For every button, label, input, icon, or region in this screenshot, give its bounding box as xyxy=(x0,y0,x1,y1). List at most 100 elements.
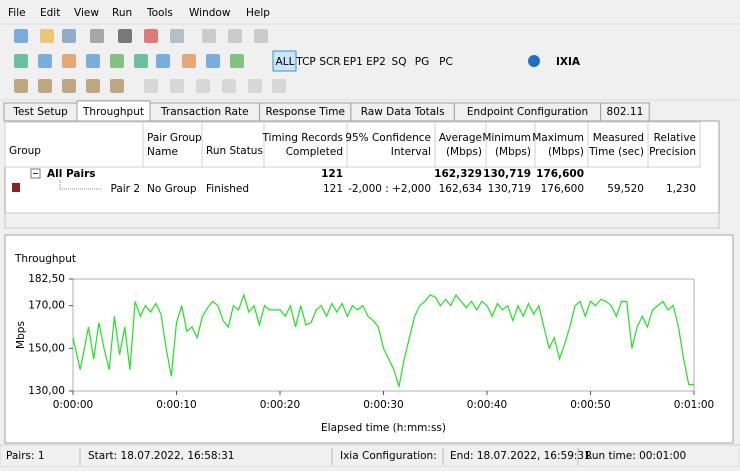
toolbar-button[interactable] xyxy=(38,79,52,93)
toolbar-button[interactable] xyxy=(134,54,148,68)
toolbar-button[interactable] xyxy=(110,79,124,93)
x-tick-label: 0:00:40 xyxy=(467,399,507,411)
pair-icon xyxy=(12,183,20,192)
toolbar-button[interactable] xyxy=(170,29,184,43)
toolbar-button[interactable] xyxy=(62,54,76,68)
column-header-label: (Mbps) xyxy=(548,146,584,158)
column-header[interactable] xyxy=(142,121,203,168)
toolbar-button[interactable] xyxy=(62,79,76,93)
toolbar-button[interactable] xyxy=(86,79,100,93)
column-header-label: Average xyxy=(439,132,482,144)
x-tick-label: 0:00:30 xyxy=(363,399,403,411)
menu-item[interactable]: View xyxy=(74,7,99,19)
table-cell: 130,719 xyxy=(483,168,531,180)
column-header[interactable] xyxy=(587,121,649,168)
toolbar-button[interactable] xyxy=(202,29,216,43)
toolbar-button[interactable] xyxy=(90,29,104,43)
toolbar-button[interactable] xyxy=(118,29,132,43)
toolbar-button[interactable] xyxy=(230,54,244,68)
column-header[interactable] xyxy=(346,121,436,168)
table-cell: Pair 2 xyxy=(110,183,140,195)
tab[interactable] xyxy=(600,102,650,122)
filter-button[interactable]: EP2 xyxy=(366,56,386,68)
status-text: Start: 18.07.2022, 16:58:31 xyxy=(88,450,234,462)
filter-button[interactable]: TCP xyxy=(295,56,315,68)
table-cell: All Pairs xyxy=(47,168,96,180)
toolbar-button[interactable] xyxy=(14,79,28,93)
toolbar-button[interactable] xyxy=(222,79,236,93)
status-text: End: 18.07.2022, 16:59:31 xyxy=(450,450,591,462)
tab-label[interactable]: 802.11 xyxy=(607,106,644,118)
tab-label[interactable]: Response Time xyxy=(266,106,345,118)
plot-area xyxy=(72,278,695,392)
toolbar-button[interactable] xyxy=(110,54,124,68)
column-header[interactable] xyxy=(485,121,536,168)
toolbar-button[interactable] xyxy=(272,79,286,93)
filter-button[interactable]: ALL xyxy=(276,56,295,68)
tab-label[interactable]: Raw Data Totals xyxy=(361,106,445,118)
table-cell: 176,600 xyxy=(541,183,584,195)
toolbar-button[interactable] xyxy=(206,54,220,68)
toolbar-button[interactable] xyxy=(144,29,158,43)
column-header-label: (Mbps) xyxy=(495,146,531,158)
toolbar-button[interactable] xyxy=(170,79,184,93)
menu-item[interactable]: Tools xyxy=(146,7,173,19)
filter-button[interactable]: EP1 xyxy=(343,56,363,68)
horizontal-scrollbar[interactable] xyxy=(4,212,720,229)
menu-item[interactable]: Run xyxy=(112,7,132,19)
filter-button[interactable]: SCR xyxy=(319,56,340,68)
toolbar-button[interactable] xyxy=(86,54,100,68)
column-header[interactable] xyxy=(647,121,701,168)
toolbar-button[interactable] xyxy=(248,79,262,93)
filter-button[interactable]: PG xyxy=(415,56,429,68)
toolbar-button[interactable] xyxy=(38,54,52,68)
toolbar-button[interactable] xyxy=(144,79,158,93)
column-header[interactable] xyxy=(434,121,487,168)
y-tick-label: 130,00 xyxy=(28,385,65,397)
toolbar-button[interactable] xyxy=(14,29,28,43)
table-cell: Finished xyxy=(206,183,249,195)
throughput-line xyxy=(72,293,694,387)
toolbar-button[interactable] xyxy=(14,54,28,68)
column-header[interactable] xyxy=(201,121,265,168)
column-header[interactable] xyxy=(534,121,589,168)
column-header-label: Minimum xyxy=(482,132,531,144)
toolbar-button[interactable] xyxy=(254,29,268,43)
x-tick-label: 0:00:50 xyxy=(570,399,610,411)
menu-item[interactable]: File xyxy=(8,7,26,19)
filter-button[interactable]: SQ xyxy=(392,56,407,68)
menu-item[interactable]: Edit xyxy=(40,7,60,19)
toolbar-button[interactable] xyxy=(62,29,76,43)
menu-item[interactable]: Window xyxy=(189,7,231,19)
toolbar-button[interactable] xyxy=(182,54,196,68)
column-header-label: Measured xyxy=(593,132,644,144)
tab-label[interactable]: Transaction Rate xyxy=(160,106,248,118)
table-cell: 59,520 xyxy=(607,183,644,195)
x-tick-label: 0:00:20 xyxy=(260,399,300,411)
chart-title: Throughput xyxy=(14,253,76,265)
table-cell: -2,000 : +2,000 xyxy=(348,183,431,195)
menu-item[interactable]: Help xyxy=(246,7,270,19)
toolbar-button[interactable] xyxy=(196,79,210,93)
column-header[interactable] xyxy=(263,121,348,168)
toolbar-button[interactable] xyxy=(228,29,242,43)
tab-label[interactable]: Endpoint Configuration xyxy=(467,106,588,118)
filter-button[interactable]: PC xyxy=(439,56,453,68)
toolbar-button[interactable] xyxy=(156,54,170,68)
column-header-label: Group xyxy=(9,145,41,157)
tab-label[interactable]: Throughput xyxy=(82,106,144,118)
column-header[interactable] xyxy=(4,121,144,168)
y-tick-label: 182,50 xyxy=(28,273,65,285)
table-cell: 130,719 xyxy=(488,183,531,195)
table-cell: 121 xyxy=(323,183,343,195)
logo: IXIA xyxy=(556,56,581,68)
table-cell: 121 xyxy=(321,168,343,180)
table-cell: 176,600 xyxy=(536,168,584,180)
tab-label[interactable]: Test Setup xyxy=(12,106,68,118)
status-text: Ixia Configuration: xyxy=(340,450,437,462)
column-header-label: Run Status xyxy=(206,145,263,157)
toolbar-button[interactable] xyxy=(40,29,54,43)
column-header-label: (Mbps) xyxy=(446,146,482,158)
